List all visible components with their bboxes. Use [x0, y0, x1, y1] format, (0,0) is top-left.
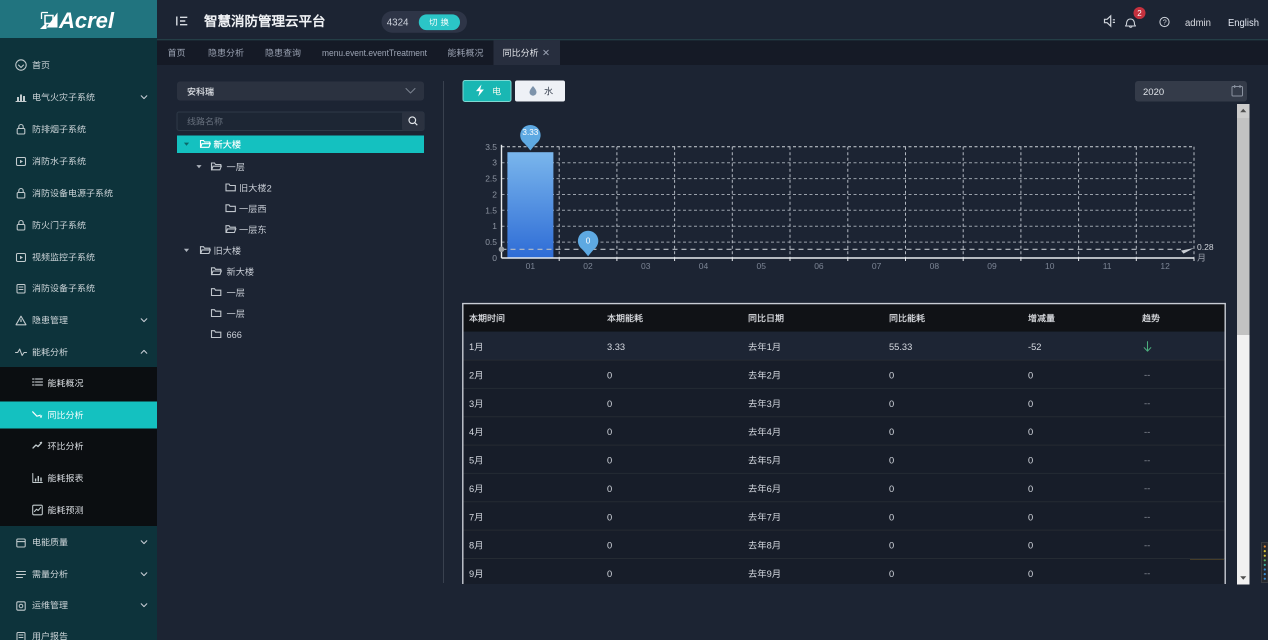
svg-text:--: --: [1144, 370, 1150, 381]
svg-text:2: 2: [767, 371, 772, 381]
svg-text:9: 9: [469, 569, 474, 579]
svg-text:8: 8: [767, 541, 772, 551]
svg-text:0: 0: [492, 253, 497, 263]
svg-text:0: 0: [607, 399, 612, 409]
svg-text:7: 7: [469, 512, 474, 522]
svg-text:8: 8: [469, 541, 474, 551]
svg-text:11: 11: [1103, 261, 1112, 271]
svg-text:0: 0: [607, 512, 612, 522]
svg-text:1: 1: [492, 221, 497, 231]
svg-text:0: 0: [607, 484, 612, 494]
svg-text:Acrel: Acrel: [58, 8, 115, 33]
svg-text:0: 0: [1028, 569, 1033, 579]
svg-text:0: 0: [889, 569, 894, 579]
svg-text:9: 9: [767, 569, 772, 579]
svg-text:05: 05: [757, 261, 767, 271]
svg-text:--: --: [1144, 569, 1150, 580]
svg-text:-52: -52: [1028, 342, 1041, 352]
svg-text:2020: 2020: [1143, 87, 1164, 98]
svg-text:1.5: 1.5: [485, 205, 497, 215]
svg-text:2.5: 2.5: [485, 174, 497, 184]
svg-text:0: 0: [607, 456, 612, 466]
svg-text:0.5: 0.5: [485, 237, 497, 247]
svg-text:--: --: [1144, 484, 1150, 495]
svg-text:0: 0: [889, 427, 894, 437]
svg-text:English: English: [1228, 18, 1259, 29]
svg-text:5: 5: [767, 456, 772, 466]
svg-text:55.33: 55.33: [889, 342, 912, 352]
svg-text:4: 4: [767, 427, 772, 437]
svg-text:0.28: 0.28: [1197, 242, 1214, 252]
svg-text:admin: admin: [1185, 18, 1211, 29]
svg-text:07: 07: [872, 261, 882, 271]
svg-text:4: 4: [469, 427, 474, 437]
svg-text:3.33: 3.33: [607, 342, 625, 352]
svg-text:6: 6: [469, 484, 474, 494]
svg-text:2: 2: [469, 371, 474, 381]
svg-text:0: 0: [1028, 541, 1033, 551]
svg-text:--: --: [1144, 512, 1150, 523]
svg-text:5: 5: [469, 456, 474, 466]
svg-text:?: ?: [1163, 18, 1167, 27]
svg-text:03: 03: [641, 261, 651, 271]
svg-text:3.33: 3.33: [522, 128, 538, 137]
svg-text:--: --: [1144, 540, 1150, 551]
svg-text:2: 2: [1137, 9, 1142, 18]
svg-text:--: --: [1144, 427, 1150, 438]
svg-text:0: 0: [1028, 371, 1033, 381]
svg-text:0: 0: [586, 236, 591, 245]
svg-text:0: 0: [889, 456, 894, 466]
svg-text:10: 10: [1045, 261, 1055, 271]
svg-text:04: 04: [699, 261, 709, 271]
svg-text:01: 01: [526, 261, 536, 271]
svg-text:0: 0: [1028, 456, 1033, 466]
svg-text:3.5: 3.5: [485, 142, 497, 152]
svg-text:1: 1: [767, 342, 772, 352]
svg-text:0: 0: [607, 541, 612, 551]
svg-text:3: 3: [767, 399, 772, 409]
svg-text:06: 06: [814, 261, 824, 271]
svg-text:menu.event.eventTreatment: menu.event.eventTreatment: [322, 48, 427, 59]
svg-text:0: 0: [889, 541, 894, 551]
svg-text:7: 7: [767, 512, 772, 522]
svg-text:1: 1: [469, 342, 474, 352]
svg-text:02: 02: [583, 261, 593, 271]
svg-text:2: 2: [492, 190, 497, 200]
svg-text:0: 0: [889, 512, 894, 522]
svg-text:0: 0: [1028, 399, 1033, 409]
svg-text:3: 3: [469, 399, 474, 409]
svg-text:0: 0: [607, 427, 612, 437]
svg-text:0: 0: [607, 569, 612, 579]
svg-text:2: 2: [267, 183, 272, 193]
svg-text:666: 666: [227, 330, 242, 340]
svg-text:4324: 4324: [387, 18, 409, 29]
svg-text:0: 0: [889, 371, 894, 381]
svg-text:09: 09: [987, 261, 997, 271]
svg-text:--: --: [1144, 455, 1150, 466]
svg-text:12: 12: [1160, 261, 1170, 271]
svg-text:0: 0: [1028, 484, 1033, 494]
svg-text:6: 6: [767, 484, 772, 494]
svg-text:0: 0: [1028, 427, 1033, 437]
svg-text:0: 0: [889, 484, 894, 494]
svg-text:0: 0: [1028, 512, 1033, 522]
svg-text:0: 0: [607, 371, 612, 381]
svg-text:08: 08: [930, 261, 940, 271]
svg-text:3: 3: [492, 158, 497, 168]
svg-text:0: 0: [889, 399, 894, 409]
svg-text:--: --: [1144, 399, 1150, 410]
